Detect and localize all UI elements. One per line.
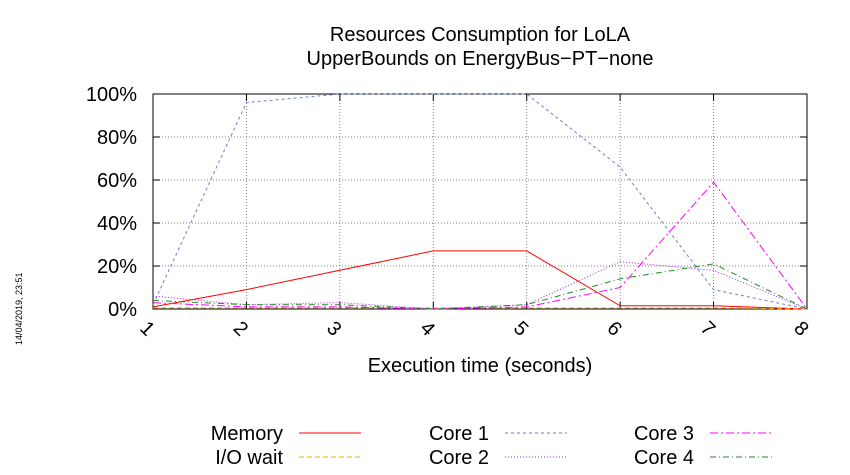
series-line-memory xyxy=(152,250,808,310)
y-tick-label: 20% xyxy=(97,256,137,278)
series-line-core-4 xyxy=(152,263,808,310)
x-tick-label: 5 xyxy=(509,317,532,340)
legend-label-core-1: Core 1 xyxy=(429,423,489,445)
plot-frame xyxy=(152,93,808,310)
y-tick-label: 100% xyxy=(86,84,137,106)
x-tick-label: 4 xyxy=(416,317,439,340)
y-tick-label: 40% xyxy=(97,213,137,235)
x-tick-label: 1 xyxy=(135,317,158,340)
chart-title-line-1: Resources Consumption for LoLA xyxy=(330,24,631,46)
grid xyxy=(153,94,807,309)
legend-label-core-4: Core 4 xyxy=(634,447,694,469)
x-tick-label: 8 xyxy=(789,317,812,340)
legend-label-core-3: Core 3 xyxy=(634,423,694,445)
legend-label-core-2: Core 2 xyxy=(429,447,489,469)
y-tick-label: 60% xyxy=(97,170,137,192)
y-tick-label: 0% xyxy=(108,299,137,321)
y-axis-ticks: 0% 20% 40% 60% 80% 100% xyxy=(86,84,807,321)
x-tick-label: 2 xyxy=(229,317,252,340)
series-line-core-3 xyxy=(152,181,808,310)
legend-label-i-o-wait: I/O wait xyxy=(215,447,283,469)
timestamp-stamp: 14/04/2019, 23:51 xyxy=(14,272,24,345)
x-axis-label: Execution time (seconds) xyxy=(368,355,593,377)
series-line-core-2 xyxy=(152,261,808,310)
series-group xyxy=(152,93,808,310)
series-line-i-o-wait xyxy=(153,307,808,310)
chart-title-line-2: UpperBounds on EnergyBus−PT−none xyxy=(307,48,654,70)
x-tick-label: 7 xyxy=(696,317,719,340)
legend-label-memory: Memory xyxy=(211,423,283,445)
y-tick-label: 80% xyxy=(97,127,137,149)
x-tick-label: 6 xyxy=(602,317,625,340)
x-tick-label: 3 xyxy=(322,317,345,340)
series-line-core-1 xyxy=(152,93,808,310)
